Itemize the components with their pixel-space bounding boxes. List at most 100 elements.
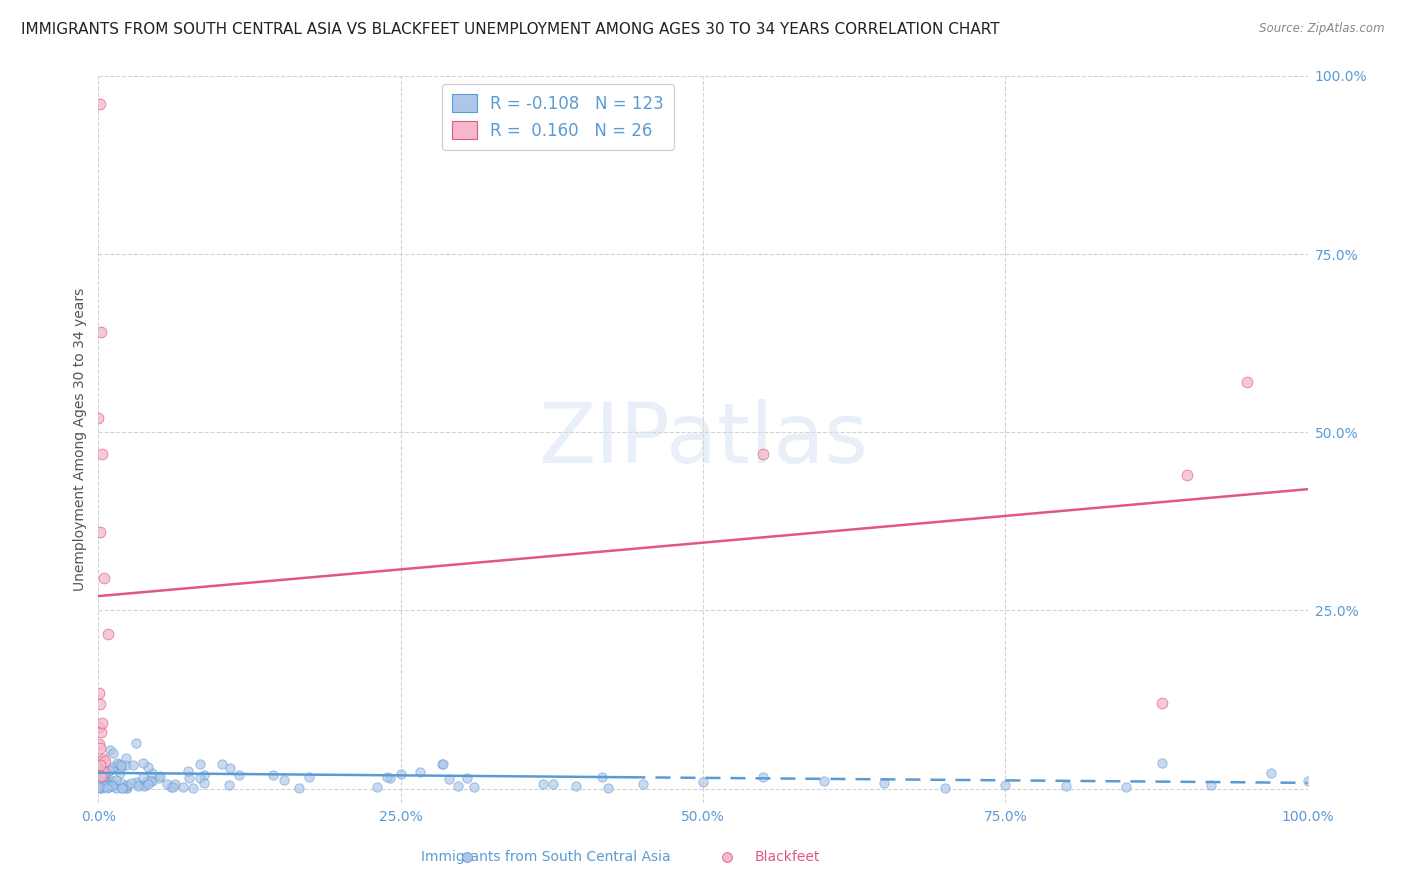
Point <box>132 770 155 784</box>
Point <box>136 777 159 791</box>
Point <box>91 771 114 785</box>
Point <box>98 764 121 778</box>
Point <box>752 770 775 784</box>
Point <box>1175 467 1198 482</box>
Point <box>91 772 114 786</box>
Point <box>90 773 112 788</box>
Point <box>93 571 115 585</box>
Point <box>1236 376 1258 390</box>
Point <box>94 772 117 787</box>
Point <box>298 770 321 784</box>
Point <box>115 758 138 772</box>
Point <box>115 780 138 795</box>
Point <box>105 756 128 770</box>
Point <box>873 775 896 789</box>
Point <box>101 774 124 789</box>
Point <box>96 780 118 795</box>
Point <box>100 778 122 792</box>
Point <box>193 768 215 782</box>
Point <box>90 769 112 783</box>
Text: IMMIGRANTS FROM SOUTH CENTRAL ASIA VS BLACKFEET UNEMPLOYMENT AMONG AGES 30 TO 34: IMMIGRANTS FROM SOUTH CENTRAL ASIA VS BL… <box>21 22 1000 37</box>
Point <box>141 774 163 789</box>
Point <box>273 772 295 787</box>
Point <box>89 741 111 756</box>
Point <box>1152 696 1174 710</box>
Point <box>91 752 114 766</box>
Point <box>90 725 112 739</box>
Point <box>591 770 613 784</box>
Point <box>94 755 117 769</box>
Point <box>1115 780 1137 794</box>
Point <box>122 757 145 772</box>
Point <box>138 774 160 789</box>
Point <box>188 757 211 772</box>
Point <box>287 780 309 795</box>
Point <box>89 753 111 767</box>
Point <box>101 779 124 793</box>
Point <box>110 760 132 774</box>
Point <box>531 777 554 791</box>
Point <box>132 756 155 770</box>
Point <box>110 766 132 780</box>
Point <box>94 768 117 782</box>
Point <box>98 764 121 779</box>
Point <box>432 756 454 771</box>
Point <box>456 835 478 849</box>
Point <box>716 835 738 849</box>
Point <box>87 780 110 794</box>
Text: ZIPatlas: ZIPatlas <box>538 399 868 480</box>
Legend: R = -0.108   N = 123, R =  0.160   N = 26: R = -0.108 N = 123, R = 0.160 N = 26 <box>441 84 673 150</box>
Point <box>134 779 156 793</box>
Point <box>90 780 112 794</box>
Point <box>446 779 468 793</box>
Point <box>110 758 132 772</box>
Point <box>598 781 620 796</box>
Point <box>172 780 194 794</box>
Point <box>692 775 714 789</box>
Point <box>463 780 485 795</box>
Point <box>1296 774 1319 789</box>
Point <box>228 768 250 782</box>
Point <box>89 777 111 791</box>
Point <box>115 781 138 796</box>
Point <box>366 780 388 794</box>
Point <box>89 97 111 112</box>
Y-axis label: Unemployment Among Ages 30 to 34 years: Unemployment Among Ages 30 to 34 years <box>73 288 87 591</box>
Point <box>262 768 284 782</box>
Point <box>179 771 201 785</box>
Point <box>91 767 114 781</box>
Text: Immigrants from South Central Asia: Immigrants from South Central Asia <box>420 850 671 864</box>
Point <box>108 757 131 772</box>
Point <box>97 777 120 791</box>
Point <box>98 743 121 757</box>
Point <box>752 446 775 460</box>
Point <box>91 446 114 460</box>
Point <box>110 775 132 789</box>
Point <box>456 771 478 785</box>
Point <box>89 777 111 791</box>
Point <box>813 773 835 788</box>
Text: Source: ZipAtlas.com: Source: ZipAtlas.com <box>1260 22 1385 36</box>
Point <box>97 778 120 792</box>
Point <box>104 773 127 788</box>
Text: Blackfeet: Blackfeet <box>755 850 820 864</box>
Point <box>1152 756 1174 770</box>
Point <box>93 773 115 788</box>
Point <box>188 771 211 785</box>
Point <box>94 776 117 790</box>
Point <box>120 775 142 789</box>
Point <box>98 773 121 788</box>
Point <box>91 764 114 778</box>
Point <box>124 736 146 750</box>
Point <box>218 778 240 792</box>
Point <box>111 781 134 796</box>
Point <box>375 770 398 784</box>
Point <box>439 772 461 786</box>
Point <box>115 751 138 765</box>
Point <box>994 778 1017 792</box>
Point <box>89 780 111 795</box>
Point <box>89 767 111 781</box>
Point <box>114 779 136 793</box>
Point <box>93 777 115 791</box>
Point <box>104 781 127 796</box>
